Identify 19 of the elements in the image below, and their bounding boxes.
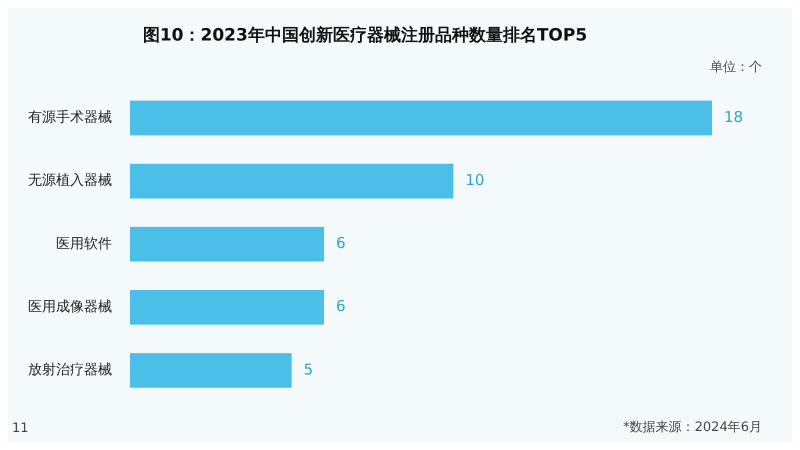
text: 11 (12, 421, 29, 436)
y-tick-label: 放射治疗器械 (28, 362, 112, 378)
text: 单位：个 (710, 59, 762, 76)
text: *数据来源：2024年6月 (623, 419, 762, 436)
bar (130, 164, 454, 198)
data-label: 18 (724, 108, 744, 126)
data-label: 10 (465, 170, 484, 189)
bar (130, 226, 324, 262)
bar (130, 353, 292, 388)
y-tick-label: 有源手术器械 (28, 110, 112, 126)
data-label: 6 (336, 234, 346, 252)
bar (130, 290, 324, 325)
y-tick-label: 医用软件 (56, 236, 112, 252)
y-tick-label: 无源植入器械 (28, 172, 112, 189)
data-label: 6 (336, 297, 346, 316)
bar (130, 100, 712, 136)
y-tick-label: 医用成像器械 (28, 298, 112, 315)
chart-title: 图10：2023年中国创新医疗器械注册品种数量排名TOP5 (142, 26, 588, 46)
data-label: 5 (304, 360, 314, 378)
